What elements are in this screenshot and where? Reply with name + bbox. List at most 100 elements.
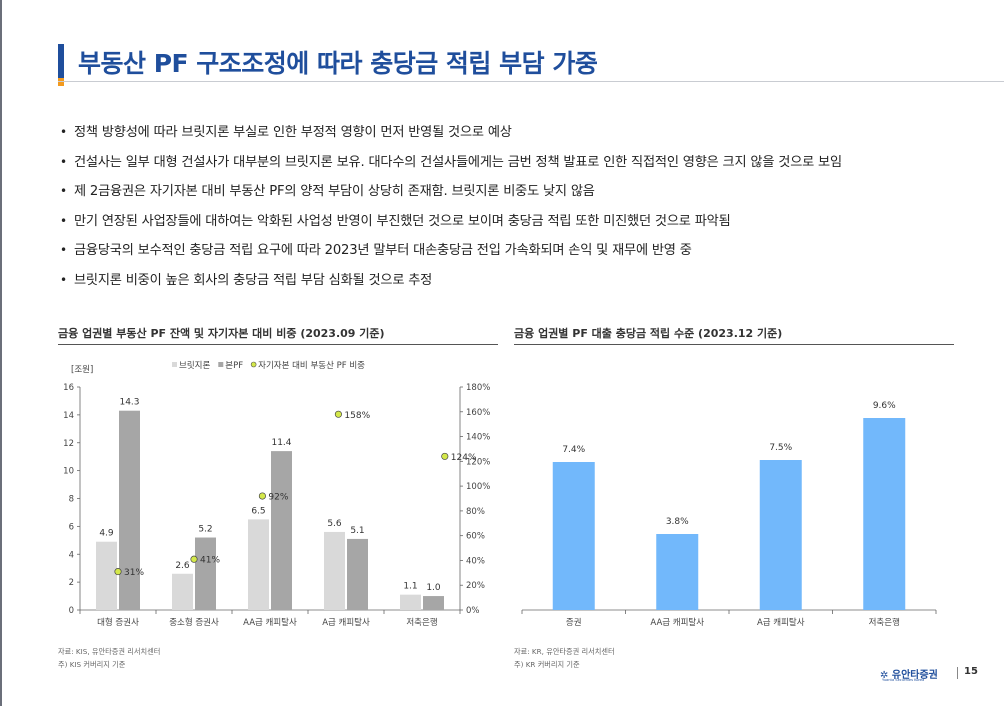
bullet-item: 제 2금융권은 자기자본 대비 부동산 PF의 양적 부담이 상당히 존재함. … xyxy=(60,177,990,207)
logo-mark-icon: ✲ xyxy=(880,670,889,681)
y2-tick-label: 140% xyxy=(466,433,490,443)
y2-tick-label: 20% xyxy=(466,581,485,591)
left-chart-title: 금융 업권별 부동산 PF 잔액 및 자기자본 대비 비중 (2023.09 기… xyxy=(58,327,385,340)
y-tick-label: 4 xyxy=(69,550,74,560)
legend-swatch xyxy=(172,362,177,367)
right-chart-title: 금융 업권별 PF 대출 충당금 적립 수준 (2023.12 기준) xyxy=(514,327,783,340)
ratio-point xyxy=(441,452,449,460)
bar-bridge-loan xyxy=(172,573,193,610)
ratio-label: 158% xyxy=(344,411,370,421)
y2-tick-label: 80% xyxy=(466,507,485,517)
bar-bridge-loan xyxy=(324,531,345,610)
bullet-item: 건설사는 일부 대형 건설사가 대부분의 브릿지론 보유. 대다수의 건설사들에… xyxy=(60,148,990,178)
y2-tick-label: 120% xyxy=(466,457,490,467)
bullet-item: 금융당국의 보수적인 충당금 적립 요구에 따라 2023년 말부터 대손충당금… xyxy=(60,236,990,266)
x-tick-label: 증권 xyxy=(566,617,582,628)
x-tick-label: AA급 캐피탈사 xyxy=(243,618,297,628)
left-chart-rule xyxy=(58,344,498,345)
y2-tick-label: 160% xyxy=(466,408,490,418)
bar-provision xyxy=(656,534,699,610)
bar-bridge-loan xyxy=(248,519,269,610)
legend-swatch xyxy=(250,361,257,368)
bar-main-pf xyxy=(347,538,368,610)
x-tick-label: 저축은행 xyxy=(406,617,437,628)
logo-text: 유안타증권 xyxy=(891,670,938,681)
bar-bridge-loan xyxy=(96,541,117,610)
bar-value-label: 5.6 xyxy=(327,519,342,529)
page-title: 부동산 PF 구조조정에 따라 충당금 적립 부담 가중 xyxy=(78,49,598,78)
ratio-point xyxy=(334,410,342,418)
bar-value-label: 9.6% xyxy=(873,401,896,411)
y2-tick-label: 180% xyxy=(466,383,490,393)
ratio-point xyxy=(114,568,122,576)
ratio-label: 124% xyxy=(451,453,477,463)
y-tick-label: 14 xyxy=(63,411,74,421)
right-chart: 7.4% 증권 3.8% AA급 캐피탈사 7.5% A급 캐피탈사 9.6% 저축은행 xyxy=(521,401,937,628)
ratio-label: 92% xyxy=(268,493,288,503)
bar-main-pf xyxy=(195,537,216,610)
bar-value-label: 7.4% xyxy=(562,445,585,455)
bar-provision xyxy=(863,418,906,610)
ratio-point xyxy=(190,555,198,563)
bullet-list: 정책 방향성에 따라 브릿지론 부실로 인한 부정적 영향이 먼저 반영될 것으… xyxy=(60,118,990,296)
right-chart-rule xyxy=(514,344,954,345)
bar-value-label: 5.1 xyxy=(350,526,364,536)
x-tick-label: A급 캐피탈사 xyxy=(322,618,370,628)
ratio-point xyxy=(258,492,266,500)
y-tick-label: 12 xyxy=(63,439,74,449)
bar-value-label: 1.1 xyxy=(403,582,417,592)
company-logo: ✲ 유안타증권 xyxy=(880,666,938,681)
legend-label: 브릿지론 xyxy=(179,360,210,371)
bullet-item: 정책 방향성에 따라 브릿지론 부실로 인한 부정적 영향이 먼저 반영될 것으… xyxy=(60,118,990,148)
bar-value-label: 14.3 xyxy=(119,398,139,408)
bar-main-pf xyxy=(271,451,292,610)
x-tick-label: A급 캐피탈사 xyxy=(757,618,805,628)
y2-tick-label: 40% xyxy=(466,556,485,566)
x-tick-label: 중소형 증권사 xyxy=(169,617,219,628)
legend-label: 본PF xyxy=(225,361,243,371)
title-orange-accent xyxy=(58,78,64,86)
ratio-label: 41% xyxy=(200,556,220,566)
bar-bridge-loan xyxy=(400,594,421,610)
bar-value-label: 4.9 xyxy=(99,529,114,539)
bar-main-pf xyxy=(423,596,444,610)
y2-tick-label: 100% xyxy=(466,482,490,492)
bar-main-pf xyxy=(119,410,140,610)
bar-value-label: 11.4 xyxy=(271,438,291,448)
page-separator xyxy=(957,667,958,679)
x-tick-label: 저축은행 xyxy=(869,617,900,628)
left-source: 자료: KIS, 유안타증권 리서치센터 xyxy=(58,647,161,656)
bar-provision xyxy=(759,460,802,610)
bar-value-label: 7.5% xyxy=(769,443,792,453)
y-tick-label: 10 xyxy=(63,467,74,477)
left-chart: [조원] 브릿지론 본PF 자기자본 대비 부동산 PF 비중 0 2 4 6 8 10 12 14 1… xyxy=(63,360,490,628)
bar-value-label: 1.0 xyxy=(426,583,441,593)
left-note: 주) KIS 커버리지 기준 xyxy=(58,660,126,669)
title-accent-bar xyxy=(58,44,64,78)
left-y-unit: [조원] xyxy=(71,365,93,375)
title-divider xyxy=(58,81,1004,82)
legend-label: 자기자본 대비 부동산 PF 비중 xyxy=(258,360,365,371)
y2-tick-label: 0% xyxy=(466,606,480,616)
bar-value-label: 5.2 xyxy=(198,525,212,535)
x-tick-label: AA급 캐피탈사 xyxy=(650,618,704,628)
bar-value-label: 6.5 xyxy=(251,506,265,516)
bar-provision xyxy=(552,462,595,610)
ratio-label: 31% xyxy=(124,568,144,578)
y-tick-label: 0 xyxy=(69,606,74,616)
page-number: 15 xyxy=(964,666,978,677)
x-tick-label: 대형 증권사 xyxy=(97,617,139,628)
legend-swatch xyxy=(218,362,224,367)
bar-value-label: 2.6 xyxy=(175,561,190,571)
logo-subtext: Yuanta Securities Korea xyxy=(882,678,925,682)
bar-value-label: 3.8% xyxy=(666,517,689,527)
bullet-item: 만기 연장된 사업장들에 대하여는 악화된 사업성 반영이 부진했던 것으로 보… xyxy=(60,207,990,237)
y-tick-label: 6 xyxy=(69,522,74,532)
y-tick-label: 8 xyxy=(69,495,74,505)
y-tick-label: 2 xyxy=(69,578,74,588)
right-source: 자료: KR, 유안타증권 리서치센터 xyxy=(514,647,615,656)
right-note: 주) KR 커버리지 기준 xyxy=(514,660,580,669)
y-tick-label: 16 xyxy=(63,383,74,393)
bullet-item: 브릿지론 비중이 높은 회사의 충당금 적립 부담 심화될 것으로 추정 xyxy=(60,266,990,296)
